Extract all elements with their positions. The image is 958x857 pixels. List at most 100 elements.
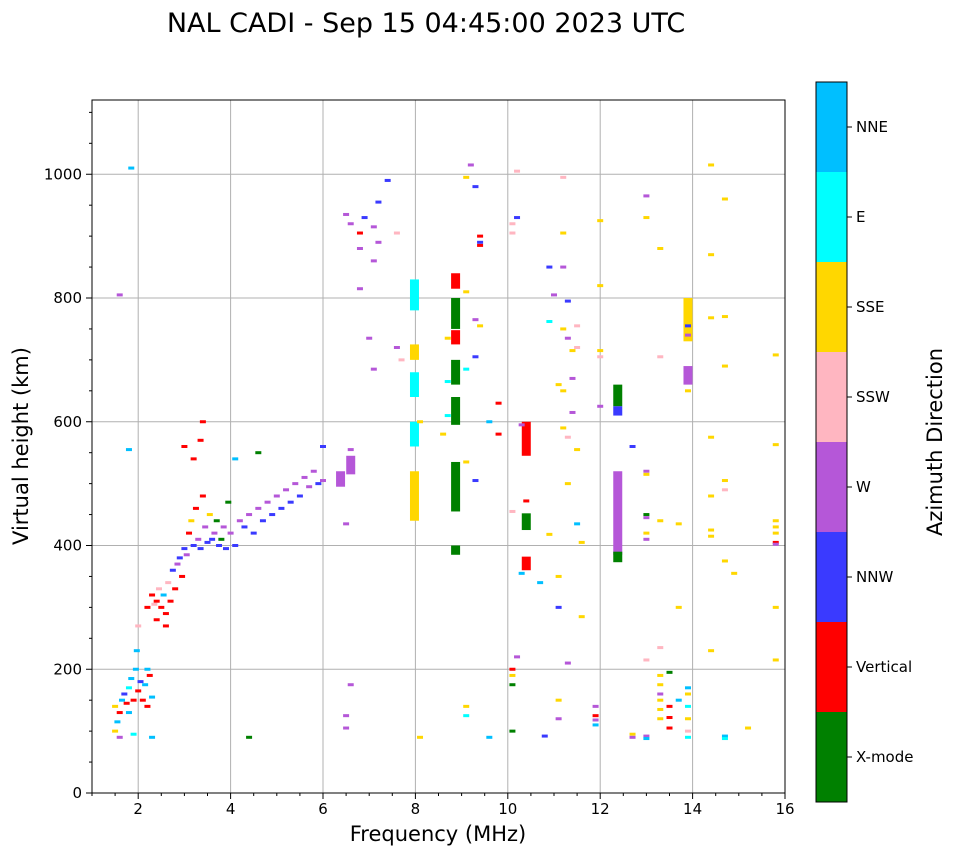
echo-point [731, 571, 738, 575]
echo-point [123, 701, 130, 705]
echo-point [153, 599, 160, 603]
x-tick-label: 2 [133, 800, 143, 818]
echo-segment [451, 397, 461, 425]
colorbar-swatch [816, 532, 847, 622]
echo-point [211, 531, 218, 535]
echo-point [121, 692, 128, 696]
echo-segment [409, 344, 419, 360]
echo-point [190, 457, 197, 461]
echo-point [708, 253, 715, 257]
echo-point [551, 293, 557, 297]
echo-segment [409, 421, 419, 447]
echo-point [560, 231, 567, 235]
echo-point [657, 519, 664, 523]
echo-point [772, 531, 779, 535]
echo-point [132, 667, 139, 671]
echo-point [463, 290, 470, 294]
echo-point [514, 216, 521, 220]
echo-point [130, 698, 137, 702]
echo-point [643, 194, 650, 198]
echo-point [509, 667, 516, 671]
echo-point [343, 522, 350, 526]
echo-point [158, 605, 165, 609]
echo-point [172, 587, 179, 591]
echo-point [629, 735, 636, 739]
echo-segment [683, 298, 693, 342]
echo-point [684, 717, 691, 721]
echo-point [232, 457, 239, 461]
x-tick-label: 8 [411, 800, 421, 818]
echo-point [657, 717, 664, 721]
echo-point [684, 704, 691, 708]
x-tick-label: 14 [683, 800, 702, 818]
echo-point [186, 531, 193, 535]
echo-point [190, 544, 197, 547]
y-tick-label: 800 [53, 289, 82, 307]
echo-point [259, 519, 266, 523]
x-tick-label: 6 [318, 800, 328, 818]
echo-point [112, 729, 119, 733]
echo-point [578, 615, 585, 619]
echo-point [643, 472, 650, 476]
x-tick-label: 12 [591, 800, 610, 818]
echo-point [574, 448, 581, 452]
echo-point [721, 734, 728, 738]
echo-point [684, 735, 691, 739]
echo-point [560, 175, 567, 179]
echo-point [708, 649, 715, 653]
echo-point [162, 624, 169, 628]
echo-point [144, 605, 151, 609]
echo-point [684, 333, 691, 337]
echo-point [708, 494, 715, 498]
echo-point [560, 327, 567, 331]
echo-point [684, 729, 691, 733]
echo-point [541, 734, 548, 738]
echo-point [569, 349, 576, 353]
echo-point [273, 494, 280, 498]
echo-segment [346, 455, 356, 475]
grid-lines [92, 100, 786, 794]
echo-point [375, 240, 382, 244]
echo-point [183, 553, 190, 557]
echo-segment [521, 556, 531, 571]
echo-point [509, 222, 516, 226]
echo-point [708, 163, 715, 167]
echo-point [509, 231, 516, 235]
echo-point [116, 293, 123, 297]
echo-point [375, 200, 382, 204]
echo-segment [683, 366, 693, 385]
echo-segment [409, 279, 419, 311]
echo-point [116, 735, 123, 739]
echo-point [119, 698, 126, 702]
colorbar-title: Azimuth Direction [923, 348, 947, 536]
echo-point [675, 698, 682, 702]
echo-point [112, 704, 119, 708]
echo-point [657, 355, 664, 359]
echo-point [597, 404, 604, 408]
echo-point [675, 522, 682, 526]
echo-point [347, 222, 354, 226]
chart-title: NAL CADI - Sep 15 04:45:00 2023 UTC [167, 8, 685, 39]
echo-point [125, 711, 132, 715]
azimuth-colorbar: X-mode Vertical NNW W SSW SSE E NNE [815, 81, 913, 803]
echo-point [114, 720, 121, 724]
echo-point [149, 735, 156, 739]
echo-point [463, 704, 470, 708]
echo-point [393, 231, 400, 235]
echo-point [564, 336, 571, 340]
echo-point [246, 735, 253, 739]
echo-point [142, 683, 149, 687]
echo-point [343, 714, 350, 718]
echo-point [684, 692, 691, 696]
echo-point [569, 410, 576, 414]
colorbar-swatch [816, 712, 847, 802]
echo-point [666, 726, 673, 730]
echo-point [486, 420, 493, 424]
echo-point [417, 735, 424, 739]
echo-point [597, 284, 604, 288]
echo-point [199, 420, 206, 424]
echo-point [523, 499, 530, 503]
echo-point [657, 683, 664, 687]
colorbar-label: X-mode [856, 748, 913, 766]
